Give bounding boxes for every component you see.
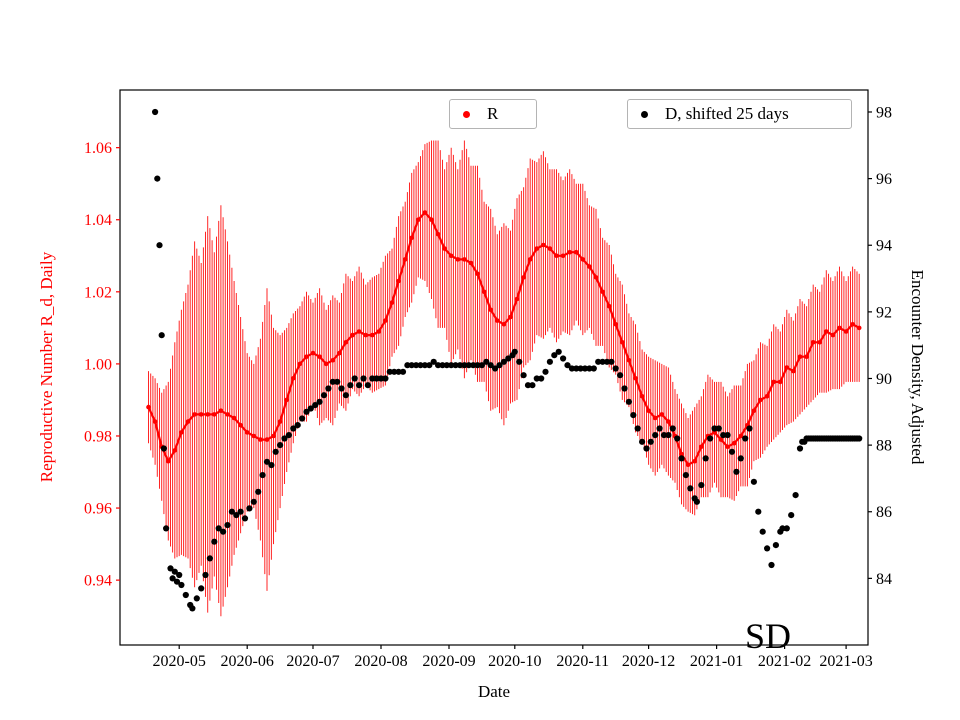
svg-text:2020-06: 2020-06 bbox=[221, 653, 274, 670]
svg-text:2020-12: 2020-12 bbox=[622, 653, 675, 670]
svg-text:0.94: 0.94 bbox=[84, 573, 112, 590]
r-errorbars bbox=[148, 140, 860, 617]
svg-text:90: 90 bbox=[876, 371, 892, 388]
svg-text:1.04: 1.04 bbox=[84, 212, 112, 229]
svg-text:2020-11: 2020-11 bbox=[556, 653, 609, 670]
svg-text:2020-10: 2020-10 bbox=[488, 653, 541, 670]
svg-text:88: 88 bbox=[876, 438, 892, 455]
svg-text:2020-09: 2020-09 bbox=[422, 653, 475, 670]
svg-text:0.98: 0.98 bbox=[84, 428, 112, 445]
svg-text:86: 86 bbox=[876, 504, 892, 521]
legend-r-label: R bbox=[487, 104, 499, 123]
svg-text:98: 98 bbox=[876, 104, 892, 121]
svg-text:2021-01: 2021-01 bbox=[690, 653, 743, 670]
d-series bbox=[152, 108, 863, 612]
legend-d: D, shifted 25 days bbox=[627, 99, 852, 129]
y-axis-right-label: Encounter Density, Adjusted bbox=[908, 270, 927, 465]
svg-text:84: 84 bbox=[876, 571, 892, 588]
axes: 2020-05 2020-06 2020-07 2020-08 2020-09 2020-… bbox=[84, 89, 892, 670]
svg-text:2020-05: 2020-05 bbox=[153, 653, 206, 670]
x-axis-label: Date bbox=[478, 682, 510, 701]
svg-text:96: 96 bbox=[876, 171, 892, 188]
svg-text:1.00: 1.00 bbox=[84, 356, 112, 373]
svg-text:1.06: 1.06 bbox=[84, 140, 112, 157]
svg-text:1.02: 1.02 bbox=[84, 284, 112, 301]
svg-text:2021-02: 2021-02 bbox=[758, 653, 811, 670]
d-marker-icon bbox=[641, 110, 648, 118]
r-series bbox=[146, 210, 862, 468]
svg-text:2020-07: 2020-07 bbox=[286, 653, 339, 670]
y-axis-left-label: Reproductive Number R_d, Daily bbox=[37, 251, 56, 482]
svg-text:92: 92 bbox=[876, 304, 892, 321]
legend-r: R bbox=[449, 99, 537, 129]
legend-d-label: D, shifted 25 days bbox=[665, 104, 789, 123]
r-marker-icon bbox=[463, 110, 470, 118]
sd-annotation: SD bbox=[745, 616, 791, 656]
svg-text:94: 94 bbox=[876, 238, 892, 255]
svg-text:0.96: 0.96 bbox=[84, 501, 112, 518]
svg-text:2020-08: 2020-08 bbox=[354, 653, 407, 670]
svg-text:2021-03: 2021-03 bbox=[819, 653, 872, 670]
